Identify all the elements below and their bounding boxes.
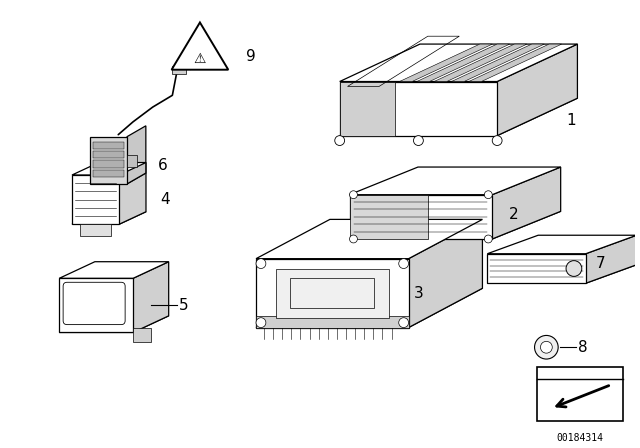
Polygon shape (256, 288, 483, 327)
Polygon shape (408, 220, 483, 327)
Polygon shape (349, 195, 492, 239)
Circle shape (484, 191, 492, 198)
Circle shape (484, 235, 492, 243)
Bar (93, 170, 124, 177)
Circle shape (256, 258, 266, 268)
Circle shape (349, 235, 357, 243)
Polygon shape (586, 235, 637, 283)
Polygon shape (434, 44, 527, 82)
Polygon shape (487, 235, 637, 254)
Text: 7: 7 (596, 256, 605, 271)
Circle shape (335, 136, 344, 146)
Text: 4: 4 (161, 192, 170, 207)
Polygon shape (340, 82, 497, 136)
Text: 2: 2 (509, 207, 518, 222)
Bar (172, 66, 186, 73)
Circle shape (399, 258, 408, 268)
Text: ⚠: ⚠ (194, 52, 206, 66)
Text: 8: 8 (578, 340, 588, 355)
Circle shape (534, 336, 558, 359)
Bar (93, 142, 124, 149)
Polygon shape (417, 44, 509, 82)
Polygon shape (127, 126, 146, 184)
Polygon shape (80, 224, 111, 236)
Polygon shape (349, 167, 561, 195)
Polygon shape (349, 211, 561, 239)
Polygon shape (133, 262, 169, 332)
Polygon shape (72, 163, 146, 175)
Polygon shape (256, 220, 483, 258)
Polygon shape (497, 44, 577, 136)
Text: 9: 9 (246, 49, 256, 65)
Polygon shape (72, 212, 146, 224)
Text: 6: 6 (157, 158, 167, 172)
Text: 3: 3 (413, 286, 423, 301)
Circle shape (566, 261, 582, 276)
Polygon shape (340, 44, 577, 82)
Polygon shape (133, 327, 151, 342)
Circle shape (349, 191, 357, 198)
Polygon shape (340, 98, 577, 136)
Bar (536, 367, 623, 421)
Polygon shape (59, 262, 169, 278)
Circle shape (399, 318, 408, 327)
Polygon shape (256, 258, 408, 327)
Polygon shape (469, 44, 562, 82)
Polygon shape (487, 254, 586, 283)
Polygon shape (172, 22, 228, 70)
Polygon shape (59, 316, 169, 332)
Polygon shape (59, 278, 133, 332)
Polygon shape (492, 167, 561, 239)
Circle shape (492, 136, 502, 146)
Text: 1: 1 (566, 113, 575, 129)
Polygon shape (72, 175, 119, 224)
Polygon shape (451, 44, 545, 82)
Polygon shape (487, 265, 637, 283)
Bar (93, 151, 124, 158)
Polygon shape (399, 44, 492, 82)
Polygon shape (90, 173, 146, 184)
Polygon shape (119, 163, 146, 224)
Polygon shape (90, 137, 127, 184)
Polygon shape (340, 82, 395, 136)
Circle shape (256, 318, 266, 327)
Polygon shape (349, 195, 428, 239)
Bar (93, 160, 124, 168)
Circle shape (413, 136, 423, 146)
Circle shape (540, 341, 552, 353)
Text: 5: 5 (179, 298, 189, 313)
Bar (127, 155, 137, 167)
Polygon shape (276, 268, 389, 318)
Text: 00184314: 00184314 (556, 433, 604, 443)
Polygon shape (256, 316, 408, 327)
